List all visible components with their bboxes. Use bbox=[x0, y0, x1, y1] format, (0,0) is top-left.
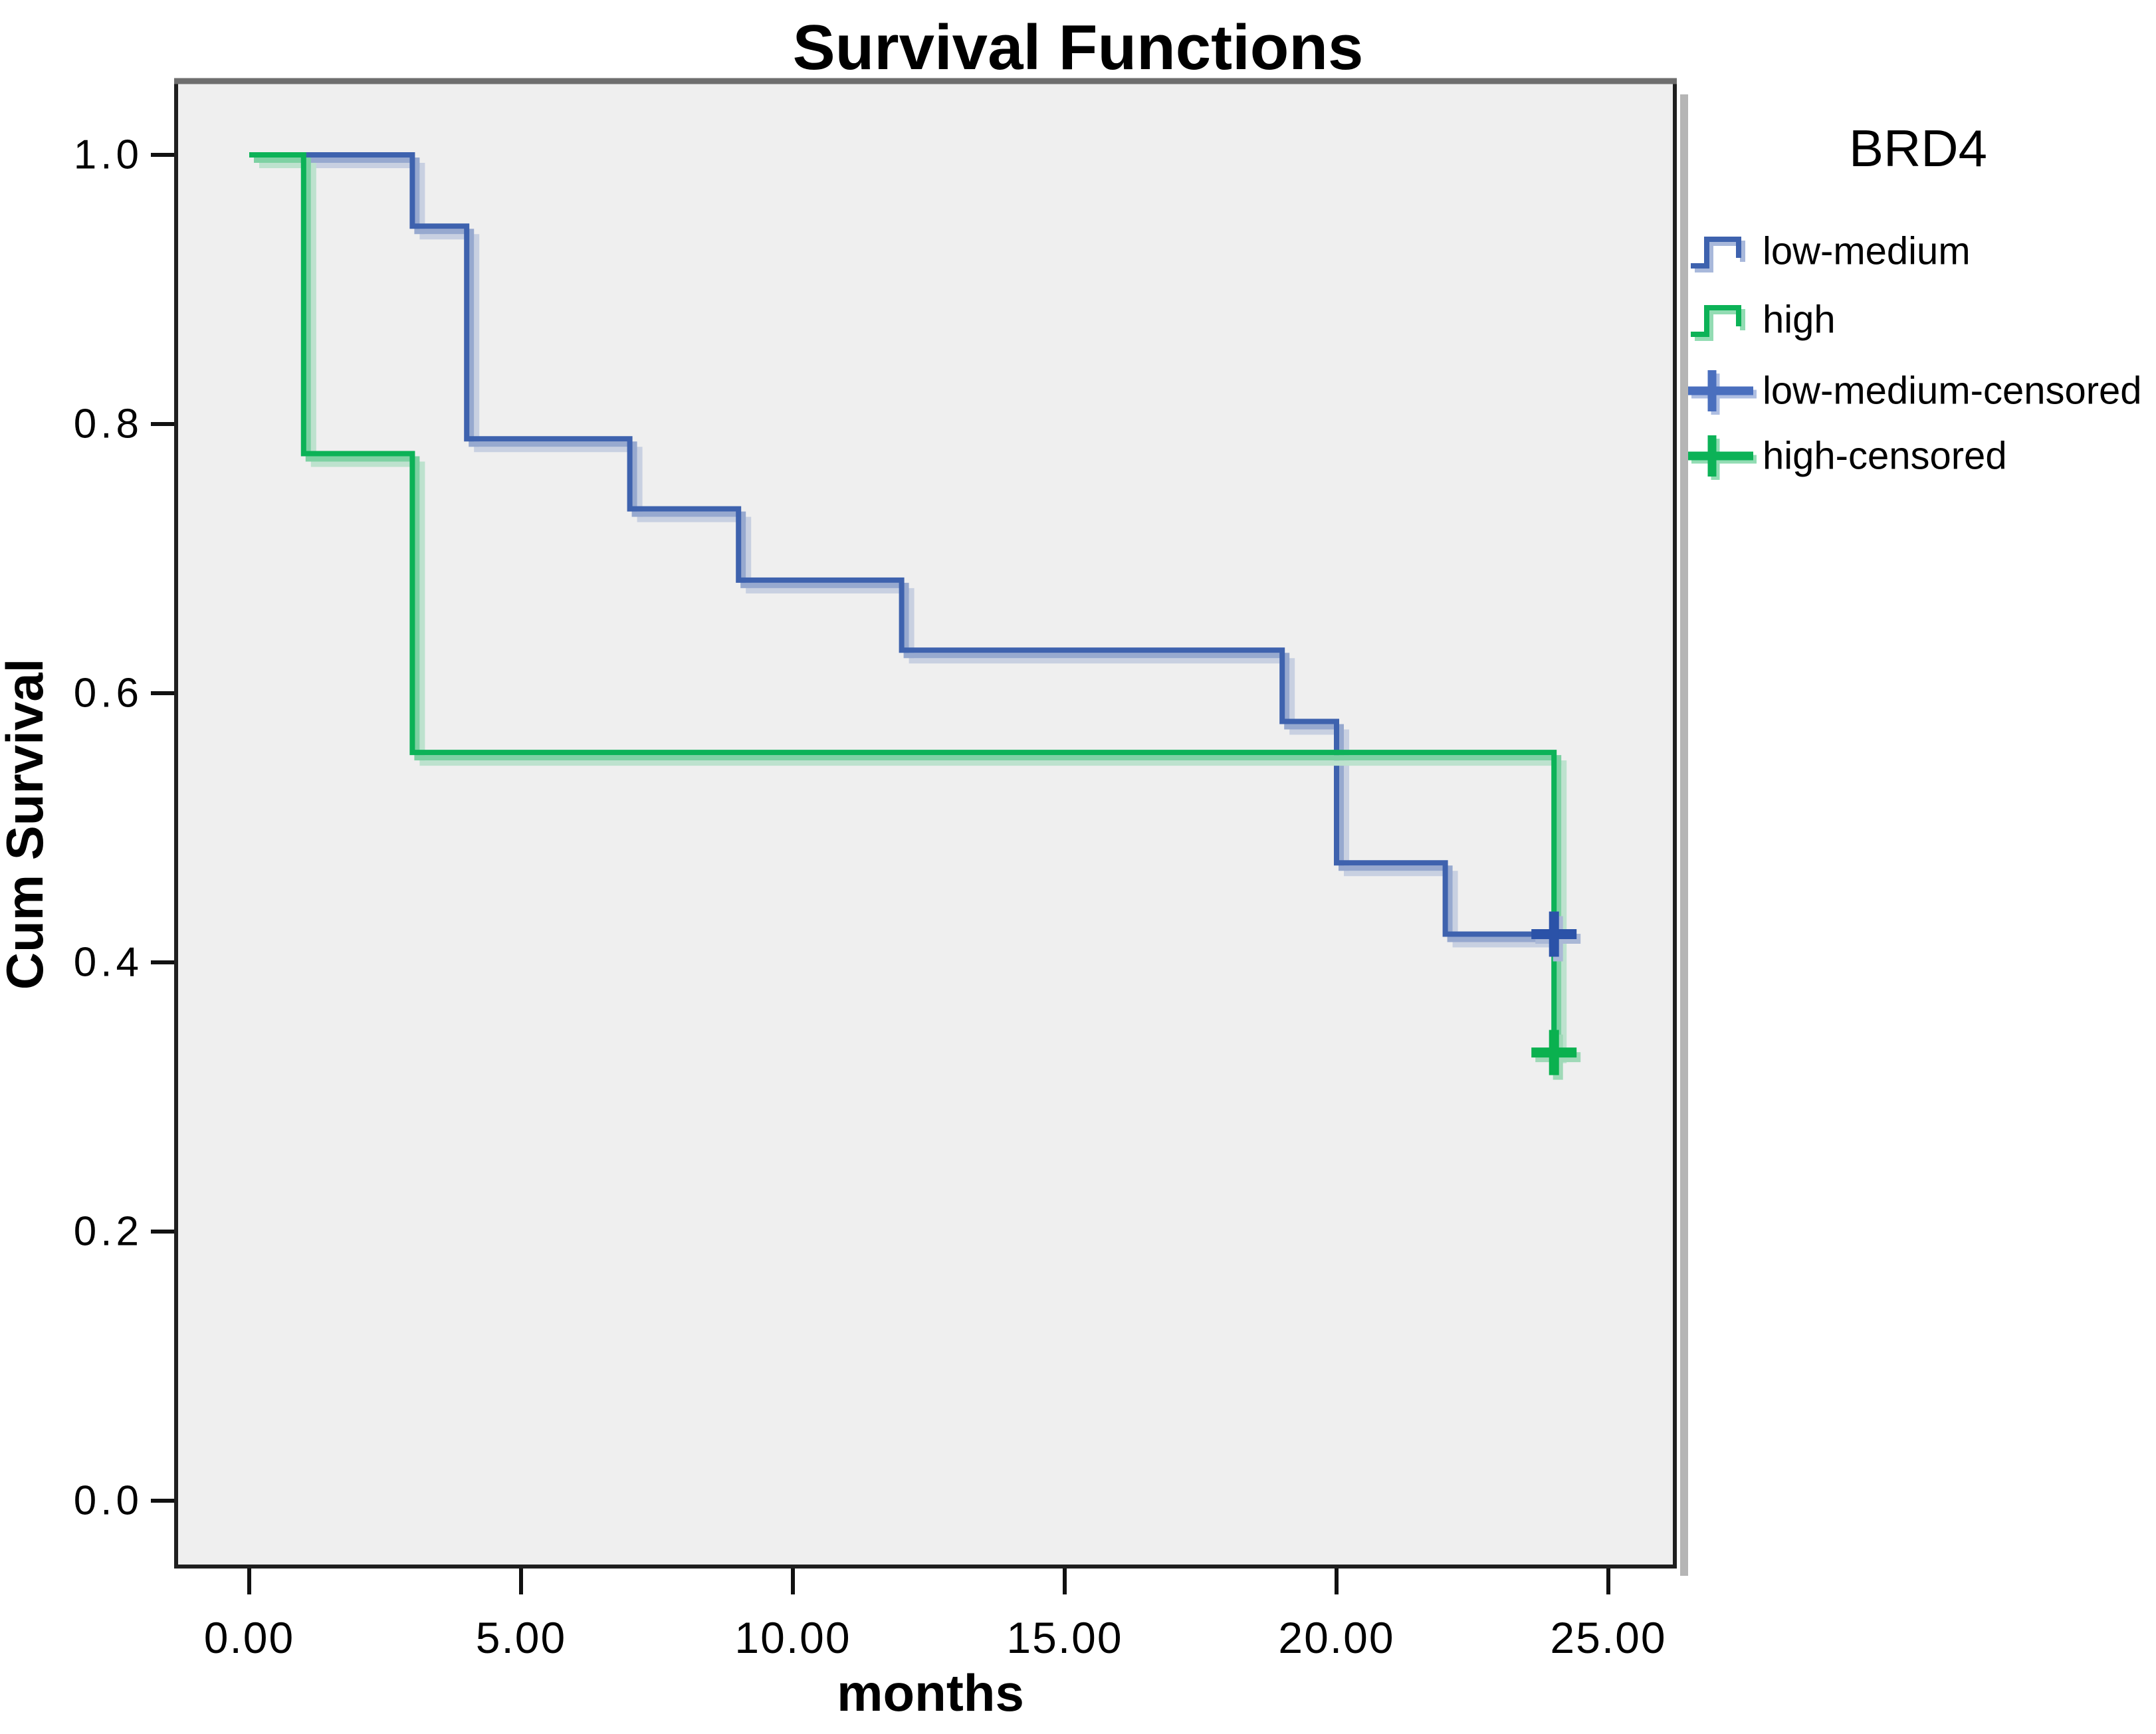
x-tick-label: 5.00 bbox=[476, 1613, 566, 1662]
series-layer bbox=[249, 152, 1567, 1063]
x-tick-label: 0.00 bbox=[204, 1613, 294, 1662]
censor-markers-layer bbox=[1531, 911, 1581, 1080]
x-tick-label: 10.00 bbox=[734, 1613, 851, 1662]
axis-ticks-layer: 1.0 0.8 0.6 0.4 0.2 0.0 0.00 5.00 10.00 15.00 20.0… bbox=[74, 132, 1666, 1663]
censor-marker-high bbox=[1531, 1030, 1581, 1080]
y-axis-title: Cum Survival bbox=[0, 659, 54, 990]
y-tick-label: 0.6 bbox=[74, 671, 143, 716]
y-tick-label: 0.8 bbox=[74, 401, 143, 447]
plot-area bbox=[176, 81, 1675, 1567]
censor-marker-low-medium bbox=[1531, 911, 1581, 962]
frame-right-shadow bbox=[1680, 94, 1688, 1576]
y-tick-label: 0.2 bbox=[74, 1209, 143, 1255]
plot-frame-layer bbox=[174, 78, 1677, 1569]
y-tick-label: 0.0 bbox=[74, 1478, 143, 1524]
series-high-line bbox=[249, 152, 1557, 1053]
y-tick-label: 1.0 bbox=[74, 132, 143, 178]
legend-item-label: high bbox=[1763, 298, 1836, 342]
legend-item-low-medium-censored: low-medium-censored bbox=[1688, 370, 2142, 415]
series-high-shadow1 bbox=[254, 158, 1562, 1058]
x-axis-title: months bbox=[837, 1664, 1024, 1722]
chart-title: Survival Functions bbox=[793, 12, 1364, 83]
legend-step-icon bbox=[1691, 305, 1741, 337]
legend-step-icon-shadow bbox=[1695, 241, 1745, 272]
series-low-medium-shadow1 bbox=[254, 158, 1559, 942]
series-high-shadow2 bbox=[259, 163, 1567, 1063]
legend-step-icon-shadow bbox=[1695, 309, 1745, 341]
x-tick-label: 15.00 bbox=[1006, 1613, 1123, 1662]
legend-step-icon bbox=[1691, 237, 1741, 269]
legend-item-label: low-medium bbox=[1763, 230, 1971, 273]
legend-item-high: high bbox=[1691, 298, 1836, 342]
series-low-medium-line bbox=[249, 152, 1555, 937]
plot-background-layer bbox=[176, 81, 1688, 1576]
legend-item-label: high-censored bbox=[1763, 435, 2007, 478]
y-tick-label: 0.4 bbox=[74, 940, 143, 986]
legend-item-label: low-medium-censored bbox=[1763, 370, 2142, 413]
legend-items-layer: low-medium high low-medium-censored high-ce… bbox=[1688, 230, 2142, 480]
legend-item-high-censored: high-censored bbox=[1688, 435, 2007, 480]
x-tick-label: 20.00 bbox=[1278, 1613, 1394, 1662]
legend-item-low-medium: low-medium bbox=[1691, 230, 1971, 273]
x-tick-label: 25.00 bbox=[1550, 1613, 1666, 1662]
legend-title: BRD4 bbox=[1849, 119, 1987, 177]
